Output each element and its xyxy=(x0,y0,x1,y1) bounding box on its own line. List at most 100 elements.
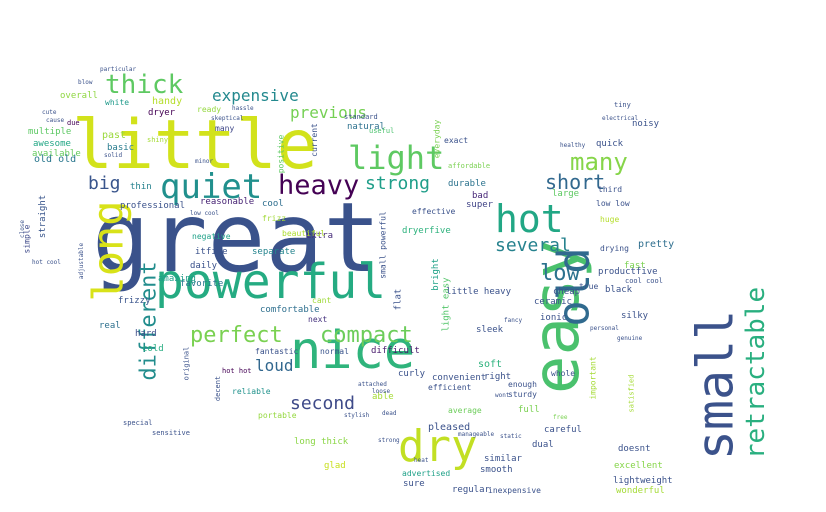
cloud-word: previous xyxy=(290,103,368,122)
cloud-word: dead xyxy=(382,410,397,417)
cloud-word: affordable xyxy=(448,162,491,170)
cloud-word: genuine xyxy=(617,335,643,342)
cloud-word: itfive xyxy=(195,247,228,257)
cloud-word: strong xyxy=(378,437,400,444)
cloud-word: satisfied xyxy=(627,374,636,413)
cloud-word: light xyxy=(348,139,445,177)
cloud-word: many xyxy=(215,124,235,133)
cloud-word: electrical xyxy=(602,115,639,122)
cloud-word: tiny xyxy=(614,101,631,109)
cloud-word: stylish xyxy=(344,412,370,419)
cloud-word: cute xyxy=(42,109,57,116)
cloud-word: ceramic xyxy=(534,297,572,307)
cloud-word: frizz xyxy=(262,214,287,223)
cloud-word: fancy xyxy=(504,317,523,324)
cloud-word: minor xyxy=(195,158,214,165)
cloud-word: long xyxy=(83,200,133,302)
cloud-word: light easy xyxy=(441,277,452,332)
cloud-word: ionic xyxy=(540,313,568,323)
cloud-word: daily xyxy=(190,261,218,271)
cloud-word: solid xyxy=(104,152,123,159)
cloud-word: normal xyxy=(320,347,349,356)
cloud-word: compact xyxy=(320,323,413,348)
cloud-word: right xyxy=(484,372,512,382)
cloud-word: careful xyxy=(544,425,582,435)
cloud-word: positive xyxy=(276,134,286,174)
cloud-word: sturdy xyxy=(508,390,537,399)
cloud-word: similar xyxy=(484,454,522,464)
cloud-word: thin xyxy=(130,182,152,192)
cloud-word: important xyxy=(588,356,598,400)
cloud-word: reliable xyxy=(232,387,271,396)
cloud-word: frizzy xyxy=(118,296,151,306)
cloud-word: loud xyxy=(255,356,294,375)
cloud-word: comfortable xyxy=(260,305,320,315)
cloud-word: small xyxy=(686,309,745,461)
cloud-word: handy xyxy=(152,96,183,107)
cloud-word: smooth xyxy=(480,465,513,475)
cloud-word: quiet xyxy=(160,167,263,207)
cloud-word: bad xyxy=(472,191,489,201)
cloud-word: sensitive xyxy=(152,429,190,437)
cloud-word: effective xyxy=(412,207,456,216)
cloud-word: expensive xyxy=(212,86,299,105)
cloud-word: long thick xyxy=(294,437,349,447)
cloud-word: huge xyxy=(600,215,620,224)
cloud-word: healthy xyxy=(560,142,586,149)
cloud-word: thick xyxy=(105,70,184,100)
cloud-word: ready xyxy=(197,105,222,114)
cloud-word: past xyxy=(102,130,127,141)
cloud-word: free xyxy=(553,414,568,421)
cloud-word: awesome xyxy=(33,139,71,149)
cloud-word: third xyxy=(598,185,623,194)
cloud-word: heavy xyxy=(278,170,360,201)
cloud-word: little heavy xyxy=(446,287,512,297)
cloud-word: super xyxy=(466,200,494,210)
cloud-word: many xyxy=(570,148,628,176)
cloud-word: glad xyxy=(324,461,346,471)
cloud-word: separate xyxy=(252,247,296,257)
cloud-word: special xyxy=(123,419,153,427)
cloud-word: low cool xyxy=(190,210,219,217)
cloud-word: whole xyxy=(551,369,576,378)
cloud-word: negative xyxy=(192,232,231,241)
cloud-word: personal xyxy=(590,325,619,332)
cloud-word: wonderful xyxy=(616,486,665,496)
cloud-word: true xyxy=(579,282,599,291)
cloud-word: dual xyxy=(532,440,554,450)
cloud-word: fast xyxy=(624,261,646,271)
cloud-word: second xyxy=(290,393,356,414)
cloud-word: pretty xyxy=(638,239,675,250)
cloud-word: extra xyxy=(306,231,334,241)
cloud-word: bright xyxy=(430,258,441,291)
cloud-word: durable xyxy=(448,179,486,189)
cloud-word: particular xyxy=(100,66,137,73)
cloud-word: drying xyxy=(600,244,629,253)
cloud-word: soft xyxy=(478,359,503,370)
cloud-word: straight xyxy=(38,194,49,239)
cloud-word: favorite xyxy=(180,279,224,289)
cloud-word: dryer xyxy=(148,108,176,118)
cloud-word: portable xyxy=(258,411,297,420)
cloud-word: available xyxy=(32,149,81,159)
cloud-word: small powerful xyxy=(378,211,388,279)
cloud-word: white xyxy=(105,98,130,107)
cloud-word: hot cool xyxy=(32,259,61,266)
cloud-word: hard xyxy=(135,329,157,339)
cloud-word: little xyxy=(72,106,318,185)
cloud-word: professional xyxy=(120,201,186,211)
cloud-word: loose xyxy=(372,388,391,395)
cloud-word: doesnt xyxy=(618,444,651,454)
cloud-word: basic xyxy=(107,143,135,153)
cloud-word: multiple xyxy=(28,127,72,137)
cloud-word: efficient xyxy=(428,383,472,392)
cloud-word: everyday xyxy=(432,119,442,159)
cloud-word: hot xyxy=(495,197,564,241)
cloud-word: silky xyxy=(621,311,649,321)
cloud-word: difficult xyxy=(371,346,420,356)
cloud-word: shiny xyxy=(147,136,169,144)
cloud-word: big xyxy=(88,173,121,194)
cloud-word: able xyxy=(372,392,394,402)
cloud-word: overall xyxy=(60,91,98,101)
